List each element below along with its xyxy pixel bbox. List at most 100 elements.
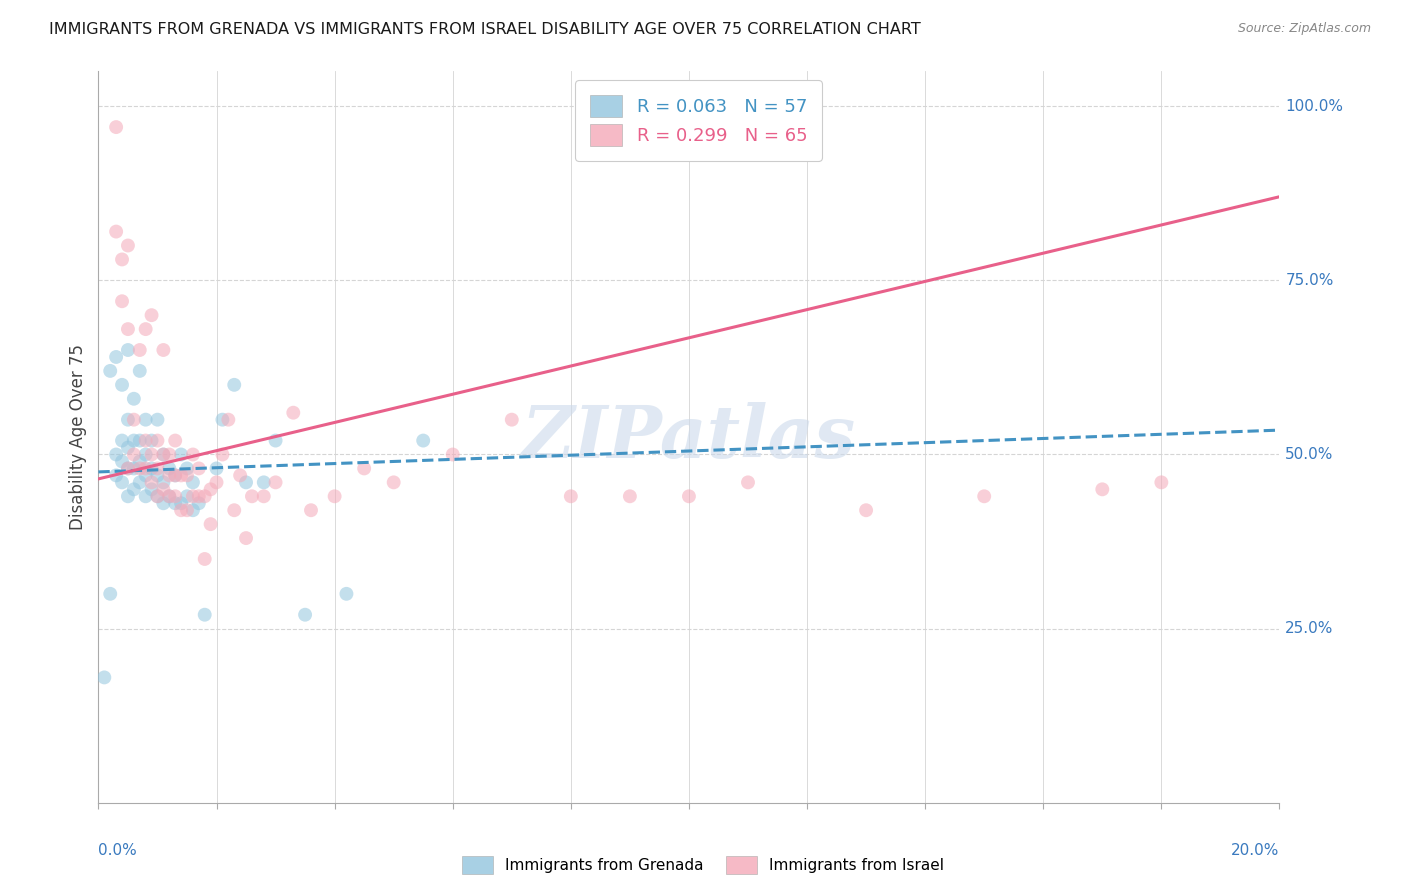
Point bbox=[122, 448, 145, 462]
Text: Source: ZipAtlas.com: Source: ZipAtlas.com bbox=[1237, 22, 1371, 36]
Point bbox=[619, 489, 641, 503]
Point bbox=[117, 489, 139, 503]
Point bbox=[117, 343, 139, 357]
Point bbox=[98, 364, 121, 378]
Point bbox=[117, 461, 139, 475]
Point bbox=[229, 468, 252, 483]
Point bbox=[117, 461, 139, 475]
Point bbox=[187, 461, 209, 475]
Point bbox=[117, 238, 139, 252]
Point bbox=[122, 483, 145, 497]
Point bbox=[170, 503, 193, 517]
Point bbox=[194, 489, 217, 503]
Point bbox=[152, 448, 174, 462]
Point bbox=[1150, 475, 1173, 490]
Point bbox=[165, 489, 187, 503]
Point bbox=[323, 489, 346, 503]
Point bbox=[170, 468, 193, 483]
Point bbox=[122, 412, 145, 426]
Point bbox=[176, 468, 198, 483]
Point bbox=[205, 475, 228, 490]
Point bbox=[973, 489, 995, 503]
Text: 20.0%: 20.0% bbox=[1232, 843, 1279, 858]
Point bbox=[176, 503, 198, 517]
Point bbox=[194, 607, 217, 622]
Point bbox=[146, 412, 169, 426]
Point bbox=[211, 412, 233, 426]
Text: 75.0%: 75.0% bbox=[1285, 273, 1334, 288]
Point bbox=[152, 496, 174, 510]
Point bbox=[111, 475, 134, 490]
Point bbox=[157, 461, 180, 475]
Point bbox=[105, 225, 128, 239]
Point bbox=[146, 489, 169, 503]
Text: 0.0%: 0.0% bbox=[98, 843, 138, 858]
Point bbox=[135, 322, 157, 336]
Point bbox=[141, 434, 163, 448]
Point bbox=[152, 483, 174, 497]
Point bbox=[165, 468, 187, 483]
Point bbox=[105, 350, 128, 364]
Point bbox=[117, 441, 139, 455]
Point bbox=[157, 489, 180, 503]
Point bbox=[441, 448, 464, 462]
Point bbox=[165, 496, 187, 510]
Legend: Immigrants from Grenada, Immigrants from Israel: Immigrants from Grenada, Immigrants from… bbox=[456, 850, 950, 880]
Point bbox=[299, 503, 322, 517]
Point bbox=[181, 489, 204, 503]
Point bbox=[382, 475, 405, 490]
Point bbox=[117, 322, 139, 336]
Point bbox=[128, 461, 150, 475]
Text: IMMIGRANTS FROM GRENADA VS IMMIGRANTS FROM ISRAEL DISABILITY AGE OVER 75 CORRELA: IMMIGRANTS FROM GRENADA VS IMMIGRANTS FR… bbox=[49, 22, 921, 37]
Point bbox=[501, 412, 523, 426]
Legend: R = 0.063   N = 57, R = 0.299   N = 65: R = 0.063 N = 57, R = 0.299 N = 65 bbox=[575, 80, 821, 161]
Point bbox=[335, 587, 357, 601]
Point bbox=[187, 489, 209, 503]
Point bbox=[170, 448, 193, 462]
Point bbox=[128, 475, 150, 490]
Point bbox=[146, 461, 169, 475]
Point bbox=[200, 517, 222, 532]
Point bbox=[157, 468, 180, 483]
Point bbox=[181, 448, 204, 462]
Point bbox=[135, 412, 157, 426]
Point bbox=[170, 496, 193, 510]
Text: 100.0%: 100.0% bbox=[1285, 99, 1343, 113]
Point bbox=[141, 461, 163, 475]
Point bbox=[205, 461, 228, 475]
Point bbox=[165, 468, 187, 483]
Point bbox=[111, 377, 134, 392]
Point bbox=[152, 343, 174, 357]
Point bbox=[98, 587, 121, 601]
Point bbox=[1091, 483, 1114, 497]
Point bbox=[157, 489, 180, 503]
Point bbox=[235, 475, 257, 490]
Point bbox=[235, 531, 257, 545]
Point bbox=[560, 489, 582, 503]
Point bbox=[146, 468, 169, 483]
Point bbox=[678, 489, 700, 503]
Point bbox=[105, 468, 128, 483]
Point bbox=[176, 489, 198, 503]
Point bbox=[181, 503, 204, 517]
Point bbox=[217, 412, 239, 426]
Point bbox=[157, 448, 180, 462]
Text: 50.0%: 50.0% bbox=[1285, 447, 1334, 462]
Point bbox=[122, 392, 145, 406]
Point bbox=[412, 434, 434, 448]
Point bbox=[122, 434, 145, 448]
Point bbox=[111, 434, 134, 448]
Point bbox=[141, 448, 163, 462]
Point bbox=[105, 448, 128, 462]
Point bbox=[146, 434, 169, 448]
Point bbox=[283, 406, 305, 420]
Point bbox=[240, 489, 263, 503]
Point bbox=[111, 252, 134, 267]
Point bbox=[176, 461, 198, 475]
Point bbox=[105, 120, 128, 134]
Point bbox=[152, 475, 174, 490]
Point bbox=[111, 454, 134, 468]
Point bbox=[141, 475, 163, 490]
Point bbox=[224, 503, 246, 517]
Point bbox=[135, 461, 157, 475]
